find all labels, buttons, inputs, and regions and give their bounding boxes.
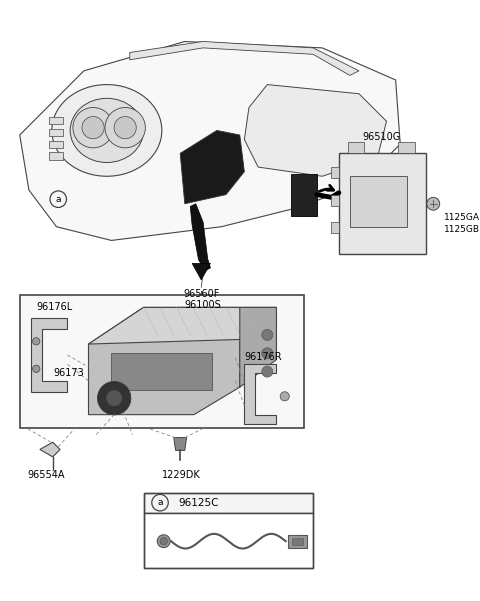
Circle shape (262, 366, 273, 377)
Text: 96125C: 96125C (179, 498, 219, 508)
Bar (49, 141, 63, 148)
Polygon shape (88, 307, 276, 344)
Circle shape (280, 392, 289, 401)
Polygon shape (88, 307, 240, 415)
Circle shape (106, 390, 122, 406)
Bar (144, 493, 313, 513)
Ellipse shape (52, 85, 162, 176)
Polygon shape (174, 438, 187, 450)
Circle shape (97, 382, 131, 415)
Text: a: a (56, 195, 61, 204)
Text: 96560F: 96560F (183, 289, 219, 299)
Circle shape (114, 117, 136, 139)
Bar (144, 513, 313, 568)
Circle shape (73, 108, 113, 148)
Bar (350, 176, 407, 227)
Bar (291, 174, 317, 216)
Polygon shape (190, 204, 210, 270)
Bar (144, 493, 313, 568)
Polygon shape (244, 85, 386, 176)
Ellipse shape (70, 99, 144, 162)
Bar (49, 117, 63, 124)
Text: 96176L: 96176L (36, 302, 72, 313)
Circle shape (82, 117, 104, 139)
Circle shape (427, 197, 440, 210)
Polygon shape (244, 364, 276, 424)
Bar (332, 222, 339, 233)
Text: 96176R: 96176R (244, 352, 282, 362)
Text: a: a (157, 498, 163, 507)
Polygon shape (180, 130, 244, 204)
Polygon shape (130, 41, 359, 75)
Circle shape (262, 329, 273, 340)
Bar (332, 195, 339, 206)
Bar (288, 535, 307, 548)
Polygon shape (20, 41, 400, 240)
Bar (348, 142, 364, 153)
Bar (49, 153, 63, 160)
Circle shape (105, 108, 145, 148)
Circle shape (33, 338, 40, 345)
Bar (332, 167, 339, 178)
Text: 1125GA: 1125GA (444, 213, 480, 222)
Polygon shape (240, 307, 276, 387)
Circle shape (262, 348, 273, 359)
Circle shape (157, 535, 170, 548)
Text: 96554A: 96554A (27, 469, 65, 480)
Circle shape (33, 365, 40, 373)
Polygon shape (111, 353, 212, 390)
Polygon shape (40, 442, 60, 457)
Polygon shape (31, 319, 67, 392)
Text: 1229DK: 1229DK (162, 469, 201, 480)
Bar (339, 153, 426, 254)
Polygon shape (192, 263, 210, 280)
Text: 96173: 96173 (54, 368, 84, 379)
Circle shape (160, 537, 168, 545)
Text: 96510G: 96510G (363, 132, 401, 142)
Text: 96100S: 96100S (185, 300, 221, 310)
Bar (292, 537, 303, 545)
Bar (398, 142, 415, 153)
Bar (20, 296, 304, 429)
Text: 1125GB: 1125GB (444, 225, 480, 234)
Bar (49, 129, 63, 136)
